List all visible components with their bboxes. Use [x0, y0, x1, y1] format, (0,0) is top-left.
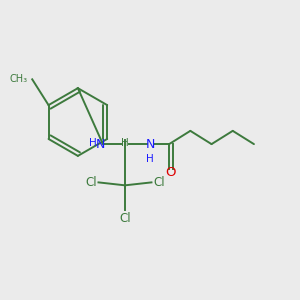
Text: Cl: Cl: [119, 212, 131, 225]
Text: Cl: Cl: [153, 176, 165, 189]
Text: H: H: [121, 138, 129, 148]
Text: H: H: [89, 138, 97, 148]
Text: N: N: [145, 138, 155, 151]
Text: O: O: [166, 166, 176, 178]
Text: H: H: [146, 154, 154, 164]
Text: CH₃: CH₃: [10, 74, 28, 84]
Text: Cl: Cl: [85, 176, 97, 189]
Text: N: N: [95, 138, 105, 151]
